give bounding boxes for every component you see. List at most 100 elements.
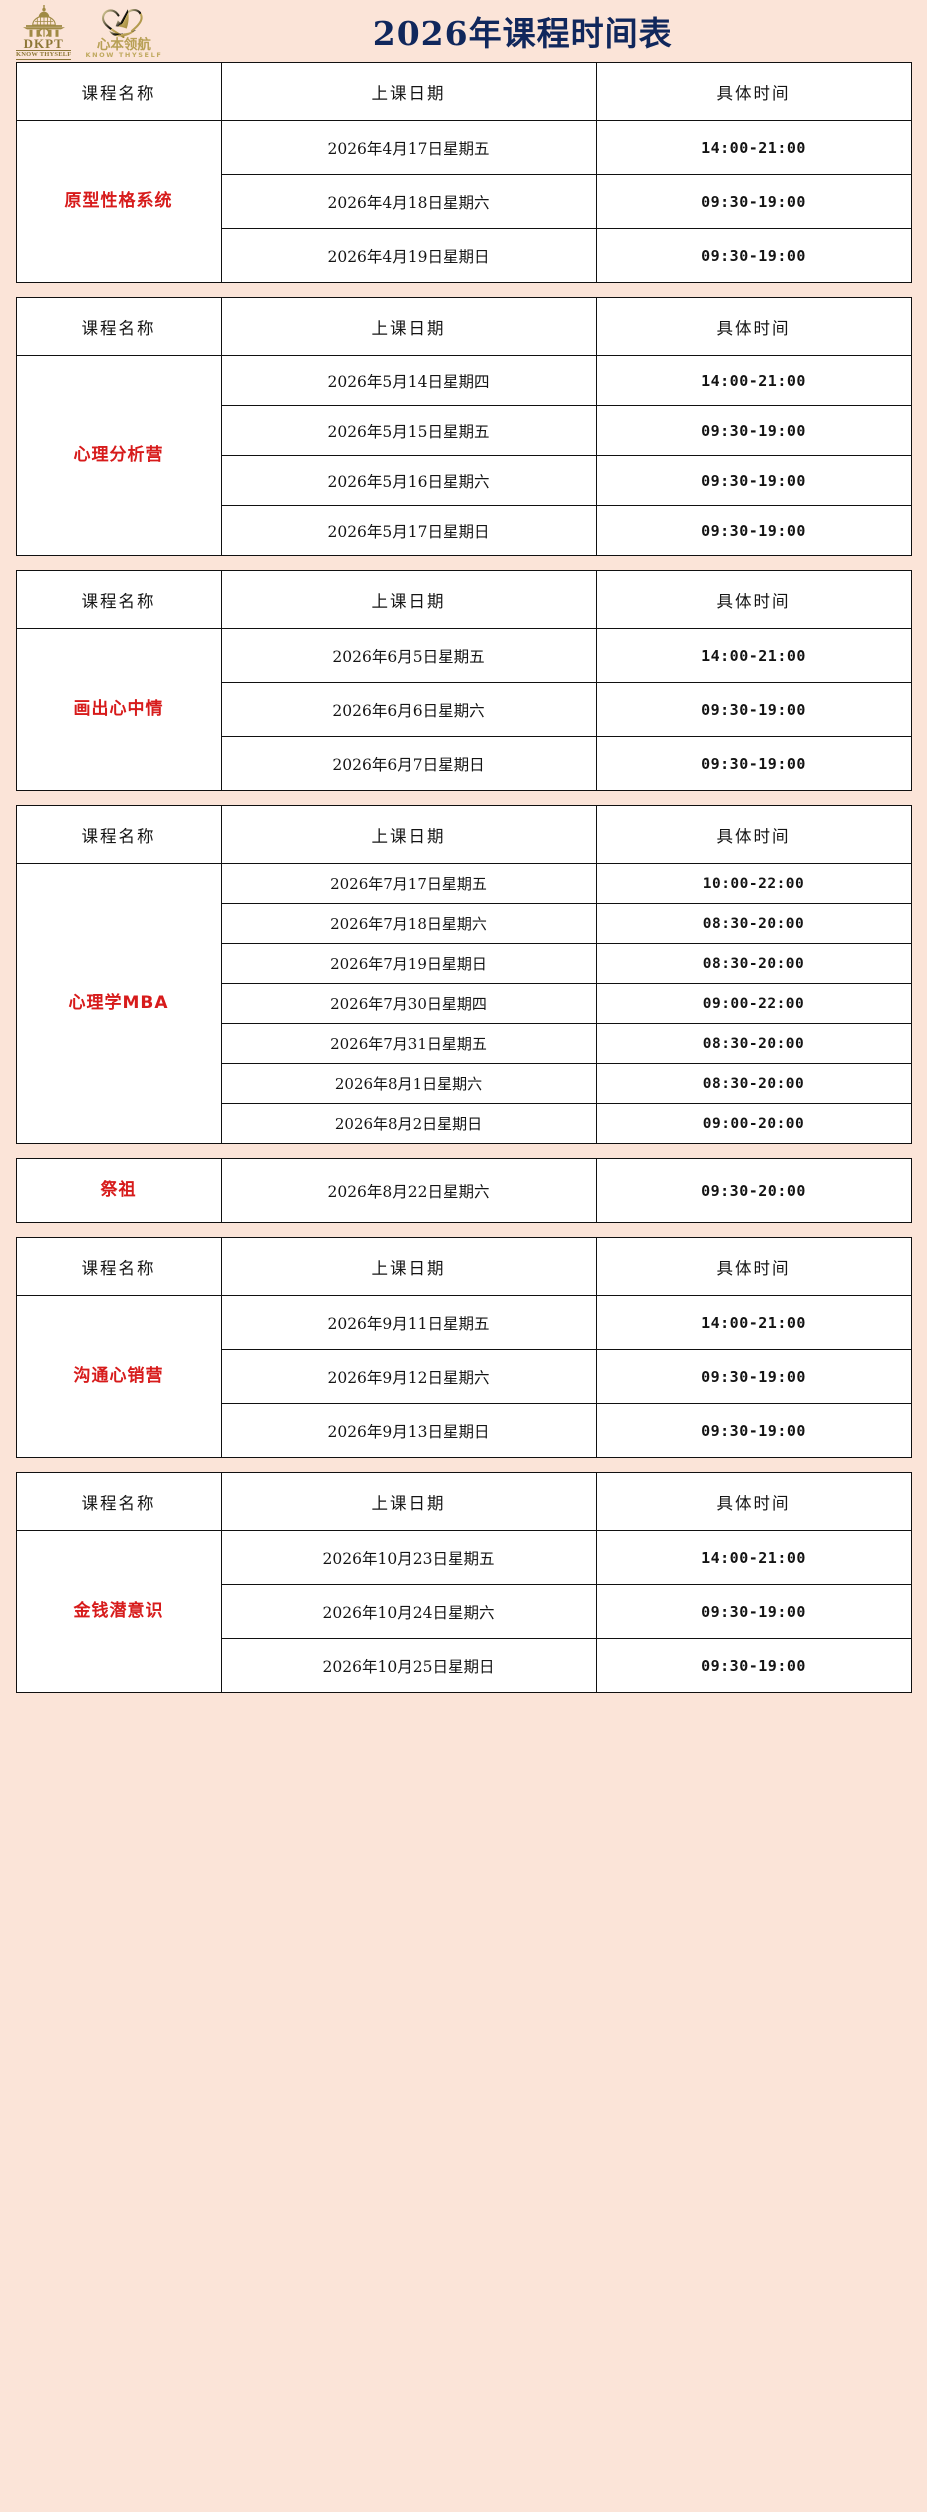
table-row: 2026年4月19日星期日 09:30-19:00: [16, 228, 912, 283]
class-date-cell: 2026年5月15日星期五: [220, 405, 597, 456]
logo-subtitle-dkpt: KNOW THYSELF: [16, 50, 72, 60]
column-header-time: 具体时间: [595, 297, 912, 356]
class-time-cell: 09:30-19:00: [595, 455, 912, 506]
class-date-cell: 2026年10月23日星期五: [220, 1530, 597, 1585]
column-header-time: 具体时间: [595, 62, 912, 121]
class-time-cell: 09:30-19:00: [595, 1638, 912, 1693]
class-time-cell: 09:30-19:00: [595, 682, 912, 737]
column-header-time: 具体时间: [595, 805, 912, 864]
column-header-name: 课程名称: [15, 62, 222, 121]
class-date-cell: 2026年5月14日星期四: [220, 355, 597, 406]
column-header-name: 课程名称: [15, 805, 222, 864]
class-time-cell: 14:00-21:00: [595, 1295, 912, 1350]
column-header-date: 上课日期: [220, 1472, 597, 1531]
logo-subtitle-xinben: KNOW THYSELF: [85, 51, 163, 60]
table-row: 画出心中情 2026年6月5日星期五 14:00-21:00: [15, 628, 912, 791]
class-time-cell: 09:00-20:00: [595, 1103, 912, 1144]
class-time-cell: 09:30-19:00: [595, 1403, 912, 1458]
table-header-row: 课程名称 上课日期 具体时间: [15, 297, 912, 356]
table-row: 2026年9月13日星期日 09:30-19:00: [16, 1403, 912, 1458]
course-name-label: 画出心中情: [73, 698, 164, 719]
class-date-cell: 2026年4月19日星期日: [220, 228, 597, 283]
page-header: DKPT KNOW THYSELF: [0, 0, 927, 62]
column-header-time: 具体时间: [595, 1472, 912, 1531]
table-row: 祭祖 2026年8月22日星期六 09:30-20:00: [15, 1158, 912, 1223]
table-row: 2026年9月12日星期六 09:30-19:00: [16, 1349, 912, 1404]
class-date-cell: 2026年8月1日星期六: [220, 1063, 597, 1104]
course-schedule-table: 课程名称 上课日期 具体时间 心理分析营 2026年5月14日星期四 14:00-21:0…: [15, 297, 912, 556]
class-time-cell: 08:30-20:00: [595, 903, 912, 944]
class-time-cell: 08:30-20:00: [595, 943, 912, 984]
course-name-cell: 原型性格系统: [15, 120, 222, 283]
class-date-cell: 2026年8月2日星期日: [220, 1103, 597, 1144]
class-date-cell: 2026年7月30日星期四: [220, 983, 597, 1024]
course-schedule-table: 课程名称 上课日期 具体时间 金钱潜意识 2026年10月23日星期五 14:00-21:…: [15, 1472, 912, 1693]
table-row: 2026年6月7日星期日 09:30-19:00: [16, 736, 912, 791]
course-schedule-table: 课程名称 上课日期 具体时间 原型性格系统 2026年4月17日星期五 14:00-21:…: [15, 62, 912, 283]
course-name-label: 沟通心销营: [73, 1365, 164, 1386]
class-date-cell: 2026年7月17日星期五: [220, 863, 597, 904]
class-date-cell: 2026年10月25日星期日: [220, 1638, 597, 1693]
table-row: 沟通心销营 2026年9月11日星期五 14:00-21:00: [15, 1295, 912, 1458]
class-time-cell: 09:30-19:00: [595, 736, 912, 791]
dome-building-logo: DKPT KNOW THYSELF: [16, 2, 72, 60]
table-row: 2026年4月18日星期六 09:30-19:00: [16, 174, 912, 229]
table-row: 2026年8月1日星期六 08:30-20:00: [16, 1063, 912, 1104]
table-header-row: 课程名称 上课日期 具体时间: [15, 805, 912, 864]
column-header-name: 课程名称: [15, 1472, 222, 1531]
column-header-time: 具体时间: [595, 570, 912, 629]
column-header-name: 课程名称: [15, 297, 222, 356]
class-time-cell: 14:00-21:00: [595, 120, 912, 175]
page-title: 2026年课程时间表: [372, 14, 673, 53]
sailboat-heart-icon: [99, 6, 149, 39]
table-header-row: 课程名称 上课日期 具体时间: [15, 1472, 912, 1531]
class-date-cell: 2026年9月11日星期五: [220, 1295, 597, 1350]
course-name-label: 原型性格系统: [64, 190, 173, 211]
table-header-row: 课程名称 上课日期 具体时间: [15, 62, 912, 121]
course-name-cell: 画出心中情: [15, 628, 222, 791]
course-name-cell: 心理学MBA: [15, 863, 222, 1144]
class-date-cell: 2026年7月18日星期六: [220, 903, 597, 944]
table-row: 2026年8月2日星期日 09:00-20:00: [16, 1103, 912, 1144]
column-header-name: 课程名称: [15, 570, 222, 629]
class-date-cell: 2026年6月5日星期五: [220, 628, 597, 683]
class-time-cell: 10:00-22:00: [595, 863, 912, 904]
course-schedule-table: 祭祖 2026年8月22日星期六 09:30-20:00: [15, 1158, 912, 1223]
course-name-cell: 祭祖: [15, 1158, 222, 1223]
class-time-cell: 09:30-19:00: [595, 505, 912, 556]
table-row: 原型性格系统 2026年4月17日星期五 14:00-21:00: [15, 120, 912, 283]
class-date-cell: 2026年8月22日星期六: [220, 1158, 597, 1223]
course-name-cell: 金钱潜意识: [15, 1530, 222, 1693]
column-header-date: 上课日期: [220, 570, 597, 629]
table-header-row: 课程名称 上课日期 具体时间: [15, 570, 912, 629]
class-time-cell: 08:30-20:00: [595, 1023, 912, 1064]
class-time-cell: 08:30-20:00: [595, 1063, 912, 1104]
table-row: 2026年6月6日星期六 09:30-19:00: [16, 682, 912, 737]
table-row: 2026年10月25日星期日 09:30-19:00: [16, 1638, 912, 1693]
course-name-label: 心理学MBA: [68, 992, 169, 1013]
table-row: 2026年7月18日星期六 08:30-20:00: [16, 903, 912, 944]
class-time-cell: 09:30-20:00: [595, 1158, 912, 1223]
course-name-label: 金钱潜意识: [73, 1600, 164, 1621]
table-row: 2026年10月24日星期六 09:30-19:00: [16, 1584, 912, 1639]
column-header-date: 上课日期: [220, 1237, 597, 1296]
logo-name-dkpt: DKPT: [23, 35, 64, 51]
logo-name-xinben: 心本领航: [96, 37, 151, 54]
class-date-cell: 2026年10月24日星期六: [220, 1584, 597, 1639]
schedule-tables: 课程名称 上课日期 具体时间 原型性格系统 2026年4月17日星期五 14:00-21:…: [0, 62, 927, 1693]
course-name-cell: 沟通心销营: [15, 1295, 222, 1458]
class-date-cell: 2026年9月13日星期日: [220, 1403, 597, 1458]
table-row: 2026年7月19日星期日 08:30-20:00: [16, 943, 912, 984]
class-time-cell: 09:00-22:00: [595, 983, 912, 1024]
table-row: 2026年5月17日星期日 09:30-19:00: [16, 505, 912, 556]
course-name-label: 心理分析营: [73, 444, 164, 465]
column-header-date: 上课日期: [220, 805, 597, 864]
class-time-cell: 09:30-19:00: [595, 174, 912, 229]
sailboat-heart-logo: 心本领航 KNOW THYSELF: [85, 2, 162, 60]
class-time-cell: 09:30-19:00: [595, 405, 912, 456]
class-date-cell: 2026年7月19日星期日: [220, 943, 597, 984]
course-schedule-table: 课程名称 上课日期 具体时间 沟通心销营 2026年9月11日星期五 14:00-21:0…: [15, 1237, 912, 1458]
course-name-label: 祭祖: [100, 1179, 137, 1200]
class-date-cell: 2026年7月31日星期五: [220, 1023, 597, 1064]
